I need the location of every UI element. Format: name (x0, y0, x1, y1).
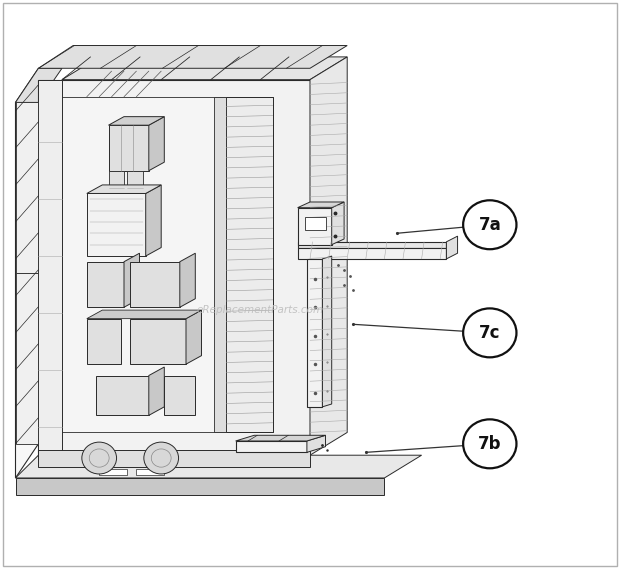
Polygon shape (322, 256, 332, 407)
Polygon shape (16, 102, 38, 273)
Polygon shape (16, 273, 38, 444)
Polygon shape (307, 435, 326, 452)
Polygon shape (16, 68, 38, 478)
Polygon shape (38, 46, 347, 68)
Circle shape (144, 442, 179, 474)
Polygon shape (226, 97, 273, 432)
Polygon shape (298, 202, 344, 208)
Polygon shape (236, 441, 307, 452)
Polygon shape (130, 319, 186, 364)
Polygon shape (310, 57, 347, 455)
Polygon shape (307, 259, 322, 407)
Polygon shape (124, 253, 140, 307)
Polygon shape (87, 310, 202, 319)
Polygon shape (87, 193, 146, 256)
Polygon shape (332, 202, 344, 245)
Polygon shape (146, 185, 161, 256)
Polygon shape (305, 217, 326, 230)
Circle shape (463, 308, 516, 357)
Polygon shape (99, 469, 127, 475)
Text: 7b: 7b (478, 435, 502, 453)
Polygon shape (149, 367, 164, 415)
Polygon shape (164, 376, 195, 415)
Polygon shape (127, 171, 143, 205)
Polygon shape (186, 310, 202, 364)
Polygon shape (108, 171, 124, 205)
Polygon shape (87, 185, 161, 193)
Polygon shape (38, 450, 310, 467)
Polygon shape (446, 236, 458, 259)
Polygon shape (108, 125, 149, 171)
Circle shape (463, 200, 516, 249)
Polygon shape (180, 253, 195, 307)
Polygon shape (298, 248, 446, 259)
Polygon shape (236, 435, 326, 441)
Polygon shape (149, 117, 164, 171)
Polygon shape (108, 117, 164, 125)
Polygon shape (38, 80, 62, 455)
Circle shape (82, 442, 117, 474)
Text: 7c: 7c (479, 324, 500, 342)
Polygon shape (16, 68, 62, 102)
Polygon shape (87, 319, 121, 364)
Text: 7a: 7a (479, 216, 501, 234)
Polygon shape (87, 262, 124, 307)
Polygon shape (214, 97, 226, 432)
Polygon shape (62, 57, 347, 80)
Polygon shape (16, 478, 384, 495)
Polygon shape (130, 262, 180, 307)
Polygon shape (136, 469, 164, 475)
Polygon shape (96, 376, 149, 415)
Circle shape (463, 419, 516, 468)
Polygon shape (298, 208, 332, 245)
Polygon shape (298, 242, 446, 248)
Polygon shape (38, 80, 310, 455)
Polygon shape (16, 455, 422, 478)
Polygon shape (56, 97, 273, 432)
Text: eReplacementParts.com: eReplacementParts.com (197, 305, 324, 315)
